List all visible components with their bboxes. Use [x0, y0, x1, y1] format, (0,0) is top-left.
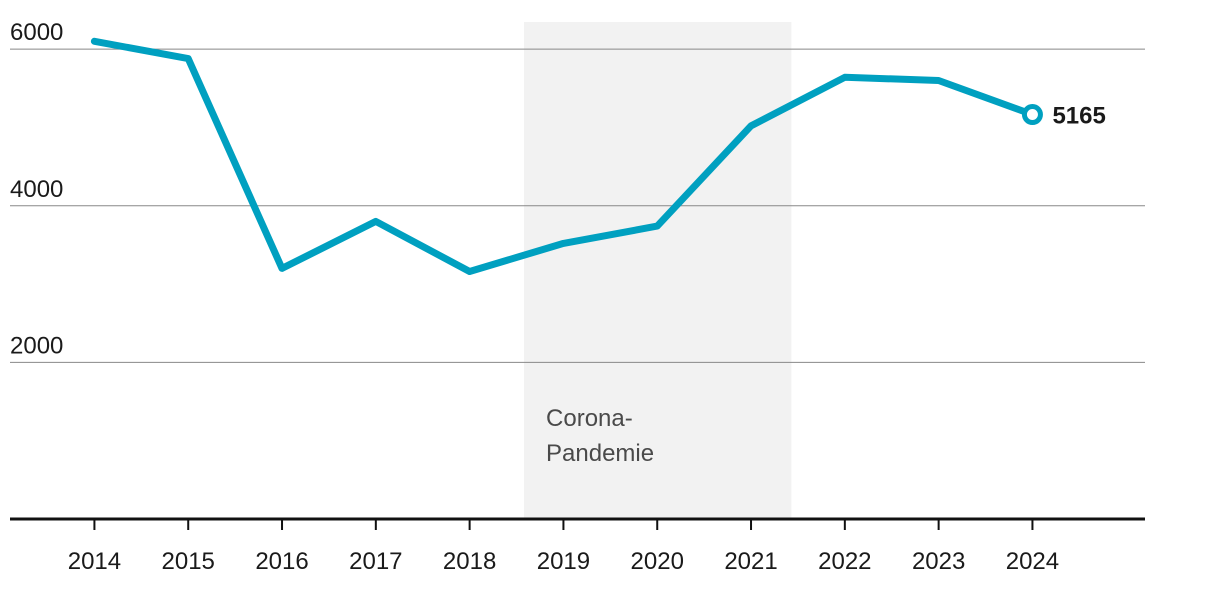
pandemic-label-line: Pandemie	[546, 440, 654, 467]
pandemic-shade-group: Corona- Pandemie	[524, 22, 792, 519]
x-tick-label: 2019	[537, 548, 590, 575]
x-tick-label: 2015	[162, 548, 215, 575]
x-tick-label: 2024	[1006, 548, 1059, 575]
series-line	[90, 37, 1036, 275]
grid-lines: 2000 4000 6000	[10, 19, 1145, 363]
y-tick-label: 6000	[10, 19, 63, 46]
x-tick-label: 2023	[912, 548, 965, 575]
x-tick-label: 2016	[255, 548, 308, 575]
x-tick-label: 2022	[818, 548, 871, 575]
x-tick-label: 2018	[443, 548, 496, 575]
end-point-marker	[1021, 104, 1043, 126]
labels-group: 5165	[1052, 103, 1105, 130]
series-group	[90, 37, 1043, 275]
x-tick-label: 2021	[724, 548, 777, 575]
y-tick-label: 4000	[10, 176, 63, 203]
x-tick-label: 2017	[349, 548, 402, 575]
y-tick-label: 2000	[10, 332, 63, 359]
pandemic-shade	[524, 22, 792, 519]
x-axis: 2014 2015 2016 2017 2018 2019 2020 2021 2022 2023…	[10, 517, 1145, 575]
pandemic-label-line: Corona-	[546, 405, 633, 432]
x-tick-label: 2014	[68, 548, 121, 575]
end-value-label: 5165	[1052, 103, 1105, 130]
x-tick-label: 2020	[631, 548, 684, 575]
